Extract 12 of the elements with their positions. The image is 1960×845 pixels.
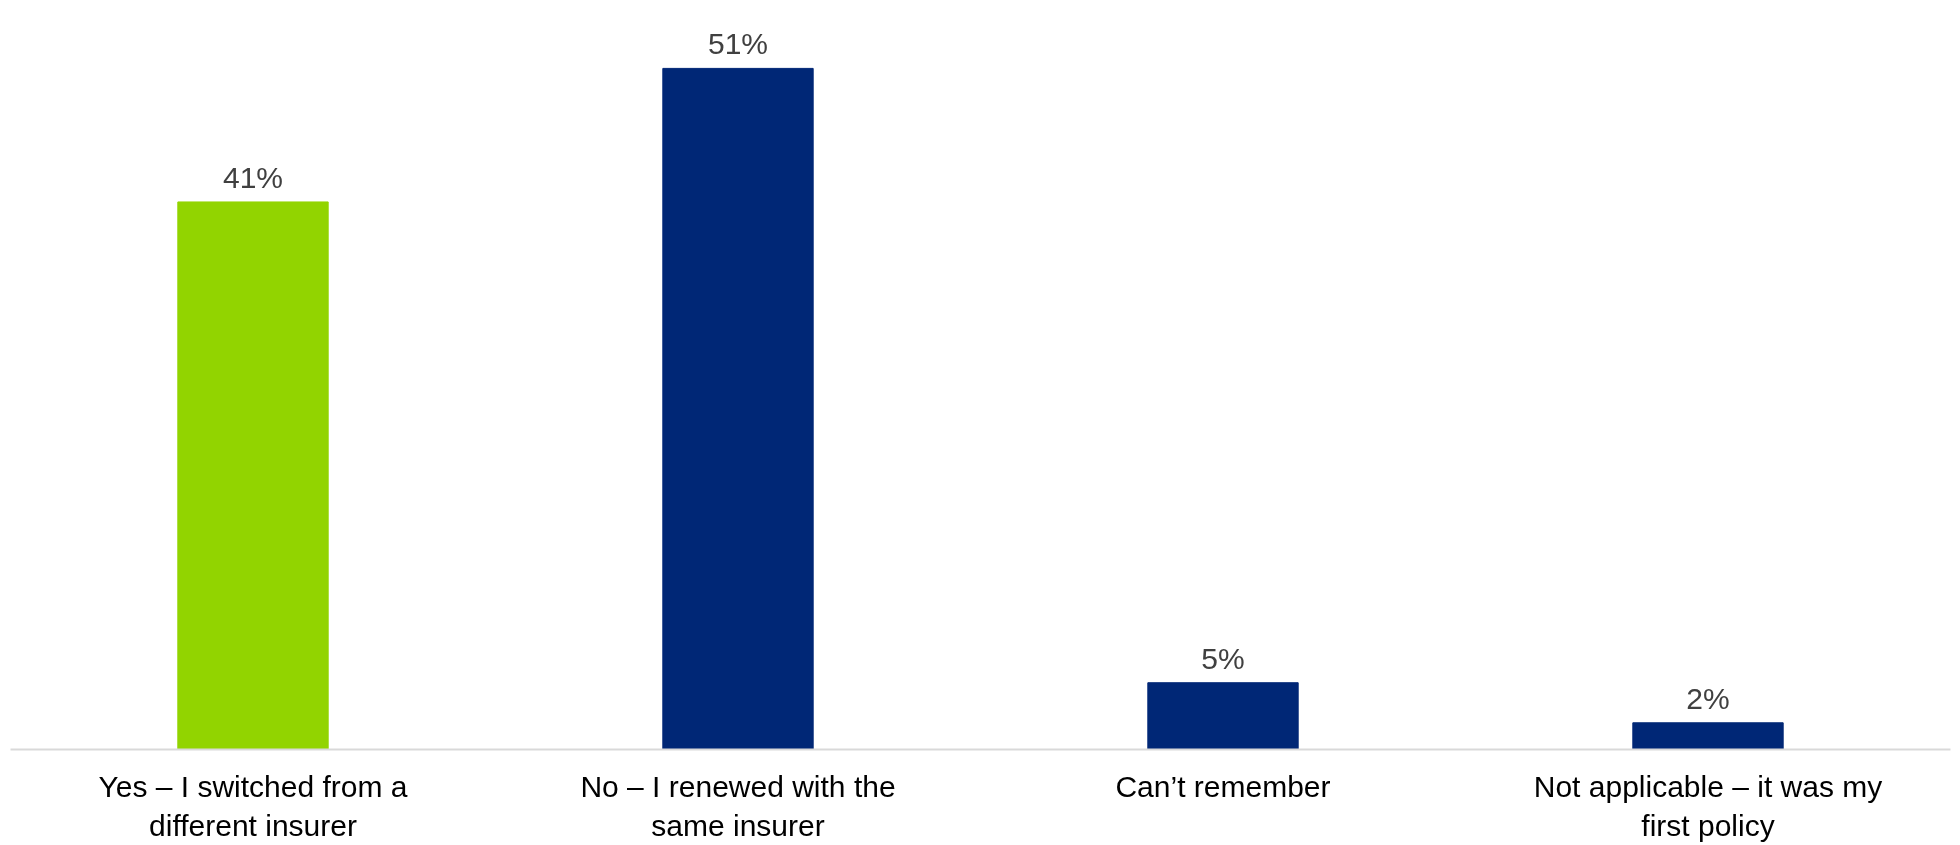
data-label: 5%	[1201, 641, 1245, 675]
data-label: 41%	[222, 160, 284, 194]
bar	[177, 201, 329, 750]
x-tick-label: Yes – I switched from a different insurer	[98, 769, 408, 843]
data-label: 2%	[1686, 681, 1730, 715]
bar	[1632, 722, 1784, 750]
x-tick-label: Not applicable – it was my first policy	[1533, 769, 1883, 843]
data-label: 51%	[707, 27, 769, 61]
bar	[1147, 682, 1299, 750]
x-tick-label: Can’t remember	[1115, 769, 1331, 803]
x-tick-label: No – I renewed with the same insurer	[580, 769, 896, 843]
bar	[662, 67, 814, 750]
